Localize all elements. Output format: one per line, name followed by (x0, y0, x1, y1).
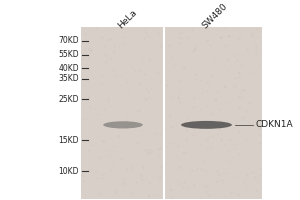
Text: 10KD: 10KD (59, 167, 79, 176)
Text: 15KD: 15KD (59, 136, 79, 145)
Ellipse shape (181, 121, 232, 129)
Text: 35KD: 35KD (58, 74, 79, 83)
Ellipse shape (103, 121, 143, 128)
FancyBboxPatch shape (81, 27, 262, 199)
Text: 25KD: 25KD (59, 95, 79, 104)
Text: CDKN1A: CDKN1A (256, 120, 294, 129)
Text: HeLa: HeLa (117, 8, 139, 31)
Text: 70KD: 70KD (58, 36, 79, 45)
Text: 55KD: 55KD (58, 50, 79, 59)
Text: 40KD: 40KD (58, 64, 79, 73)
Text: SW480: SW480 (200, 2, 229, 31)
